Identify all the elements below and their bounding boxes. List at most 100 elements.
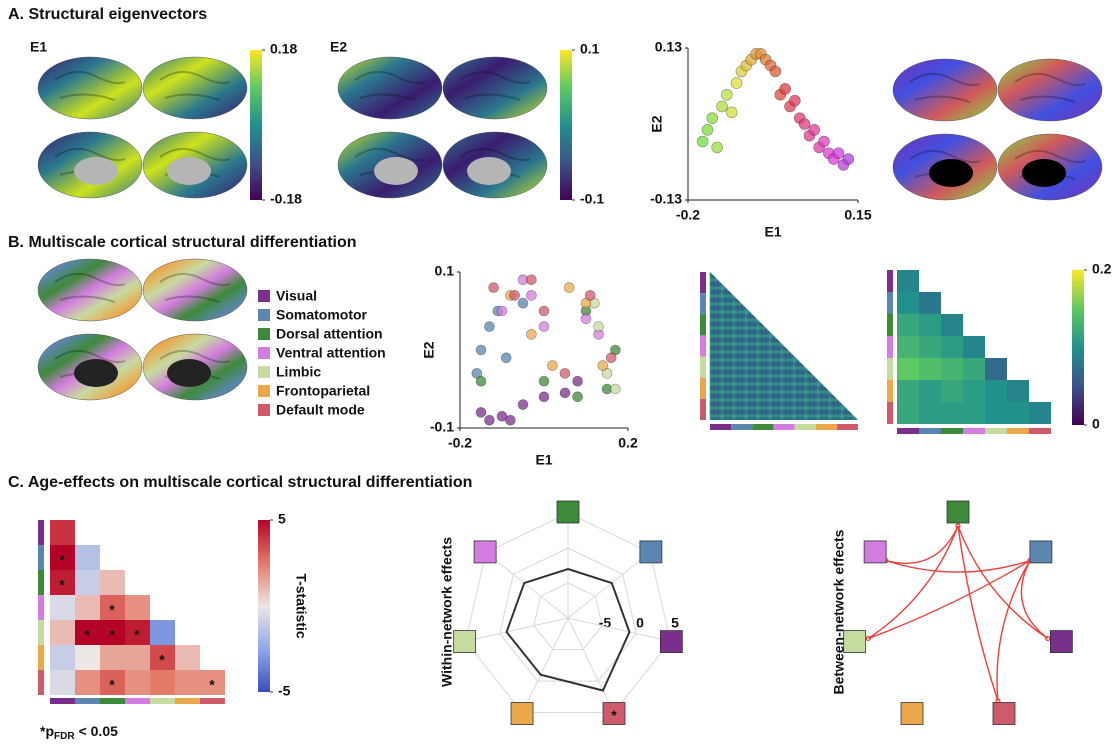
- matrix-cell: [985, 358, 1007, 380]
- legend-swatch: [258, 366, 270, 378]
- network-edge: [886, 526, 958, 563]
- significance-star: *: [134, 627, 140, 643]
- brain-surface: [338, 57, 442, 119]
- brain-surface: [893, 59, 997, 121]
- network-strip: [837, 424, 858, 430]
- scatter-point: [610, 384, 620, 394]
- network-node: [474, 541, 496, 563]
- colorbar-tick-label: -0.18: [270, 191, 302, 207]
- legend-label: Default mode: [276, 402, 365, 418]
- scatter-point: [809, 124, 820, 135]
- scatter-point: [560, 388, 570, 398]
- matrix-cell: [919, 314, 941, 336]
- legend-swatch: [258, 309, 270, 321]
- colorbar-tick-label: 5: [278, 511, 286, 527]
- network-strip: [731, 424, 752, 430]
- heatmap-cell: [50, 620, 75, 645]
- matrix-cell: [1007, 380, 1029, 402]
- map-label: E2: [330, 39, 347, 55]
- network-strip: [700, 357, 706, 378]
- network-strip: [1029, 428, 1051, 434]
- heatmap-cell: [75, 570, 100, 595]
- scatter-point: [707, 113, 718, 124]
- legend-label: Dorsal attention: [276, 326, 383, 342]
- network-strip: [700, 335, 706, 356]
- network-strip: [887, 270, 893, 292]
- radar-tick-label: -5: [599, 615, 612, 631]
- x-axis-label: E1: [764, 224, 781, 240]
- network-node: [864, 541, 886, 563]
- network-node: [557, 501, 579, 523]
- scatter-point: [484, 415, 494, 425]
- network-node: [660, 631, 682, 653]
- y-axis-label: E2: [421, 341, 437, 358]
- colorbar: [560, 50, 572, 200]
- heatmap-cell: [50, 595, 75, 620]
- brain-surface: [143, 259, 247, 321]
- heatmap-cell: [75, 670, 100, 695]
- network-strip: [773, 424, 794, 430]
- matrix-cell: [941, 314, 963, 336]
- network-strip: [50, 698, 75, 704]
- panel-label: Within-network effects: [439, 537, 455, 687]
- panel-label: Between-network effects: [831, 529, 847, 694]
- matrix-cell: [919, 336, 941, 358]
- network-strip: [38, 520, 44, 545]
- heatmap-cell: [75, 595, 100, 620]
- scatter-point: [505, 415, 515, 425]
- matrix-cell: [985, 402, 1007, 424]
- scatter-point: [518, 298, 528, 308]
- scatter-point: [833, 148, 844, 159]
- network-node: [1030, 541, 1052, 563]
- colorbar-tick-label: -0.1: [580, 191, 604, 207]
- scatter-point: [731, 78, 742, 89]
- network-strip: [897, 428, 919, 434]
- heatmap-cell: [125, 670, 150, 695]
- scatter-point: [573, 392, 583, 402]
- network-strip: [38, 595, 44, 620]
- scatter-point: [819, 136, 830, 147]
- scatter-point: [476, 407, 486, 417]
- network-strip: [887, 380, 893, 402]
- matrix-cell: [985, 380, 1007, 402]
- footnote: *pFDR< 0.05: [40, 723, 118, 742]
- colorbar-tick-label: 0: [1092, 416, 1100, 432]
- network-node: [993, 703, 1015, 725]
- y-tick-label: -0.1: [430, 419, 454, 435]
- x-tick-label: -0.2: [448, 435, 472, 451]
- brain-medial-wall: [167, 359, 211, 387]
- significance-star: *: [109, 627, 115, 643]
- scatter-point: [510, 290, 520, 300]
- fine-matrix: [710, 272, 858, 420]
- heatmap-cell: [75, 645, 100, 670]
- scatter-point: [476, 345, 486, 355]
- scatter-point: [843, 154, 854, 165]
- network-strip: [963, 428, 985, 434]
- network-strip: [175, 698, 200, 704]
- network-strip: [887, 336, 893, 358]
- significance-star: *: [84, 627, 90, 643]
- significance-star: *: [209, 677, 215, 693]
- network-edge: [958, 526, 998, 701]
- panel-title: B. Multiscale cortical structural differ…: [8, 234, 357, 251]
- scatter-point: [594, 322, 604, 332]
- matrix-cell: [897, 358, 919, 380]
- scatter-point: [770, 66, 781, 77]
- scatter-point: [526, 329, 536, 339]
- matrix-cell: [919, 380, 941, 402]
- network-strip: [200, 698, 225, 704]
- colorbar: [258, 520, 270, 692]
- radar-tick-label: 0: [636, 615, 644, 631]
- scatter-point: [564, 283, 574, 293]
- legend-label: Visual: [276, 288, 317, 304]
- scatter-point: [585, 290, 595, 300]
- heatmap-cell: [150, 620, 175, 645]
- network-strip: [795, 424, 816, 430]
- network-strip: [752, 424, 773, 430]
- network-strip: [700, 399, 706, 420]
- legend-swatch: [258, 328, 270, 340]
- matrix-cell: [919, 292, 941, 314]
- network-strip: [700, 272, 706, 293]
- network-strip: [150, 698, 175, 704]
- brain-medial-wall: [1022, 159, 1066, 187]
